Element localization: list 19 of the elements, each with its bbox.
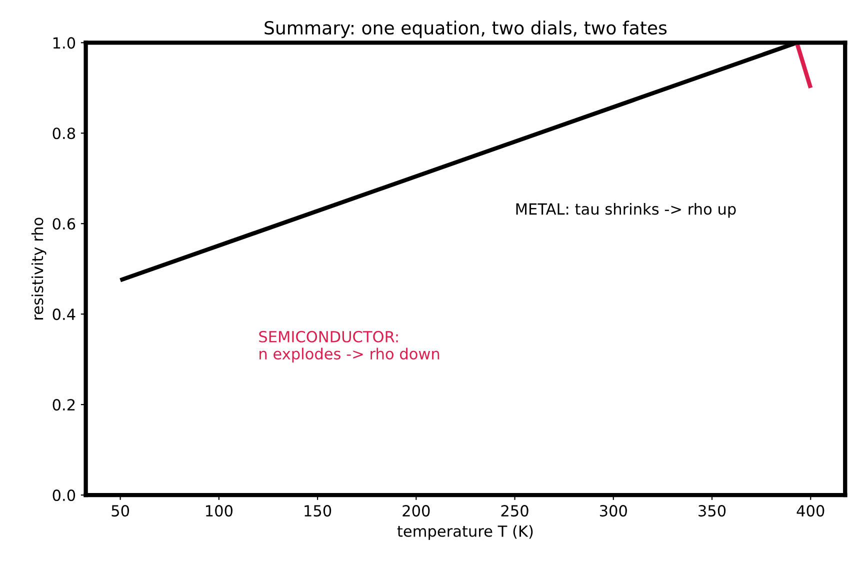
y-tick-label: 1.0 [53,37,76,49]
x-tick-label: 250 [501,505,528,517]
x-tick-label: 150 [304,505,332,517]
y-axis-title: resistivity rho [31,218,46,320]
y-tick-label: 0.8 [52,128,76,140]
y-tick-label: 0.6 [52,218,76,230]
y-tick-label: 0.4 [52,308,76,320]
x-tick-label: 200 [402,505,430,517]
chart-title: Summary: one equation, two dials, two fates [264,20,667,38]
annotation: METAL: tau shrinks -> rho up [516,202,736,218]
x-tick-label: 50 [112,505,130,517]
x-tick-label: 100 [206,505,232,517]
y-tick-label: 0.0 [52,489,76,502]
y-tick-label: 0.2 [52,399,75,411]
x-tick-label: 350 [698,505,726,517]
annotation: SEMICONDUCTOR: n explodes -> rho down [259,330,440,362]
x-tick-label: 400 [796,505,824,517]
x-tick-label: 300 [600,505,627,517]
x-axis-title: temperature T (K) [397,525,533,540]
